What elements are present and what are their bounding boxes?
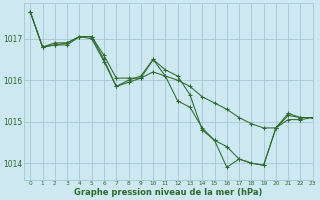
X-axis label: Graphe pression niveau de la mer (hPa): Graphe pression niveau de la mer (hPa) xyxy=(74,188,263,197)
